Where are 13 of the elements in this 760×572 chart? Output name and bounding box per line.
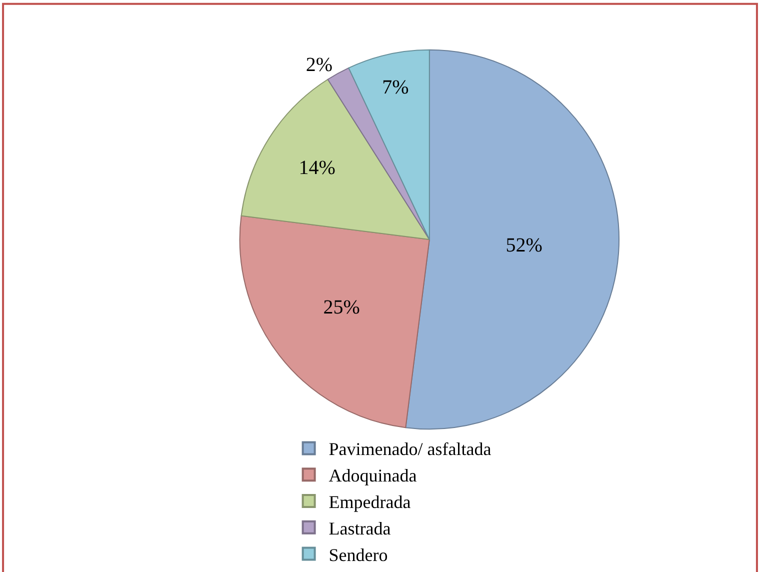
data-label: 25%	[323, 296, 360, 319]
legend-label: Lastrada	[328, 518, 391, 538]
data-label: 52%	[506, 234, 542, 256]
legend-label: Sendero	[328, 544, 388, 565]
legend-label: Empedrada	[328, 492, 411, 512]
pie-slice	[239, 215, 430, 428]
legend-label: Adoquinada	[328, 466, 417, 486]
data-label: 7%	[382, 76, 409, 99]
pie-slice	[240, 78, 430, 240]
data-label: 2%	[306, 54, 333, 76]
legend-label: Pavimenado/ asfaltada	[328, 439, 492, 460]
pie-slice	[348, 49, 430, 240]
data-label: 14%	[298, 157, 336, 180]
